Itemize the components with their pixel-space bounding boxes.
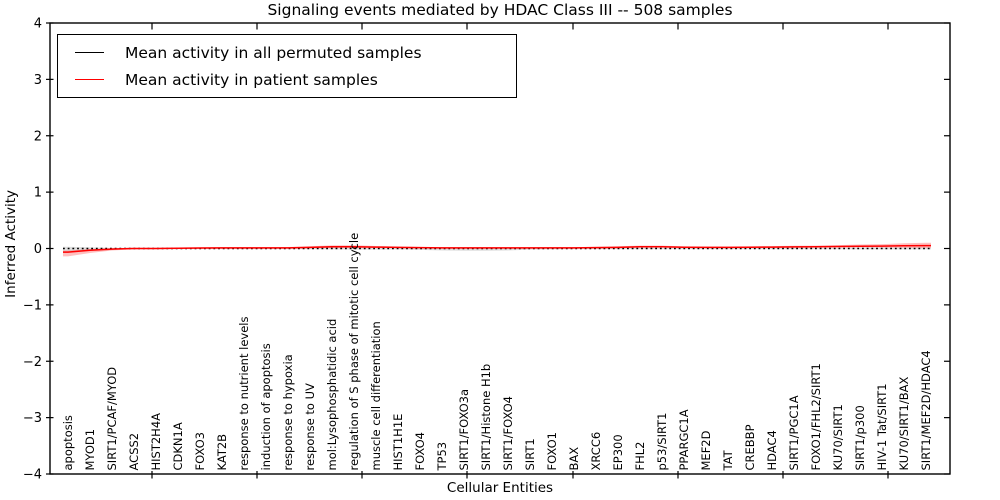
y-tick-label: −3 xyxy=(23,411,42,426)
x-category-label: response to nutrient levels xyxy=(237,317,251,471)
x-category-label: HIST2H4A xyxy=(149,413,163,471)
x-category-label: EP300 xyxy=(611,434,625,470)
x-axis-label: Cellular Entities xyxy=(446,480,554,496)
x-category-label: FOXO3 xyxy=(193,432,207,470)
x-category-label: MYOD1 xyxy=(83,429,97,471)
x-category-label: HDAC4 xyxy=(765,430,779,470)
x-category-label: PPARGC1A xyxy=(677,409,691,470)
x-category-label: CDKN1A xyxy=(171,422,185,470)
x-category-label: CREBBP xyxy=(743,424,757,470)
x-category-label: HIV-1 Tat/SIRT1 xyxy=(875,383,889,470)
legend-label-permuted: Mean activity in all permuted samples xyxy=(125,43,422,62)
y-tick-label: −2 xyxy=(23,355,42,370)
y-tick-label: −1 xyxy=(23,298,42,313)
x-category-label: FHL2 xyxy=(633,442,647,471)
x-category-label: SIRT1/Histone H1b xyxy=(479,364,493,471)
x-category-label: FOXO1 xyxy=(545,432,559,470)
legend-entry-patient: Mean activity in patient samples xyxy=(75,71,516,89)
x-category-label: mol:Lysophosphatidic acid xyxy=(325,319,339,471)
y-axis-label: Inferred Activity xyxy=(3,190,19,298)
y-tick-label: 2 xyxy=(34,129,42,144)
x-category-label: SIRT1 xyxy=(523,438,537,470)
legend-label-patient: Mean activity in patient samples xyxy=(125,70,378,89)
x-category-label: muscle cell differentiation xyxy=(369,321,383,470)
y-tick-label: 3 xyxy=(34,73,42,88)
x-category-label: SIRT1/p300 xyxy=(853,405,867,470)
x-category-label: induction of apoptosis xyxy=(259,343,273,470)
x-category-label: SIRT1/MEF2D/HDAC4 xyxy=(919,350,933,470)
y-tick-label: 1 xyxy=(34,186,42,201)
legend: Mean activity in all permuted samples Me… xyxy=(57,34,517,98)
legend-entry-permuted: Mean activity in all permuted samples xyxy=(75,44,516,62)
chart-title: Signaling events mediated by HDAC Class … xyxy=(267,1,733,19)
x-category-label: regulation of S phase of mitotic cell cy… xyxy=(347,233,361,471)
x-category-label: FOXO4 xyxy=(413,432,427,470)
x-category-label: HIST1H1E xyxy=(391,414,405,471)
x-category-label: KAT2B xyxy=(215,434,229,471)
y-tick-label: −4 xyxy=(23,468,42,483)
x-category-label: SIRT1/FOXO3a xyxy=(457,389,471,471)
black-line-icon xyxy=(75,52,104,53)
x-category-label: MEF2D xyxy=(699,430,713,470)
x-category-label: SIRT1/FOXO4 xyxy=(501,396,515,471)
x-category-label: BAX xyxy=(567,447,581,471)
x-category-label: ACSS2 xyxy=(127,433,141,471)
x-category-label: response to hypoxia xyxy=(281,354,295,470)
y-tick-label: 4 xyxy=(34,17,42,32)
x-category-label: TP53 xyxy=(435,442,449,472)
x-category-label: SIRT1/PCAF/MYOD xyxy=(105,367,119,471)
x-category-label: apoptosis xyxy=(61,415,75,470)
series-line xyxy=(63,244,931,253)
x-category-label: TAT xyxy=(721,449,735,471)
x-category-label: SIRT1/PGC1A xyxy=(787,395,801,470)
x-category-label: KU70/SIRT1/BAX xyxy=(897,377,911,471)
x-category-label: response to UV xyxy=(303,383,317,471)
y-tick-label: 0 xyxy=(34,242,42,257)
red-line-icon xyxy=(75,79,104,80)
x-category-label: p53/SIRT1 xyxy=(655,413,669,471)
x-category-label: KU70/SIRT1 xyxy=(831,404,845,470)
x-category-label: FOXO1/FHL2/SIRT1 xyxy=(809,363,823,470)
x-category-label: XRCC6 xyxy=(589,432,603,471)
